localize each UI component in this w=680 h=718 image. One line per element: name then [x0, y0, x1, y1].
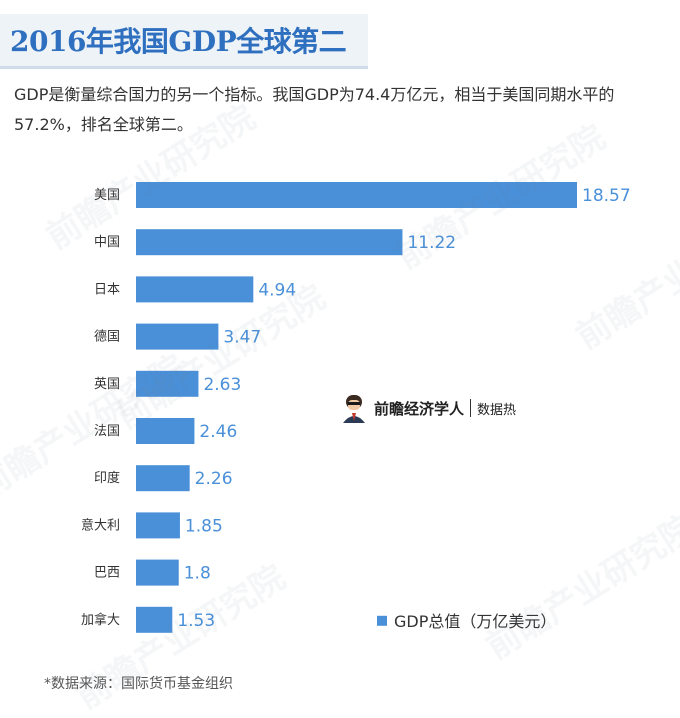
legend-label: GDP总值（万亿美元） [394, 612, 556, 631]
category-label: 意大利 [81, 517, 120, 533]
category-label: 美国 [94, 188, 120, 203]
value-label: 1.85 [185, 516, 223, 536]
bar [136, 606, 173, 633]
value-label: 4.94 [258, 280, 296, 300]
category-label: 中国 [94, 235, 120, 250]
category-label: 日本 [94, 282, 120, 297]
page-subtitle: GDP是衡量综合国力的另一个指标。我国GDP为74.4万亿元，相当于美国同期水平… [14, 85, 615, 134]
category-label: 德国 [94, 330, 120, 345]
value-label: 2.46 [199, 422, 237, 442]
value-label: 2.26 [195, 469, 233, 489]
value-label: 1.53 [177, 611, 215, 631]
category-label: 英国 [94, 377, 120, 392]
bar [136, 182, 577, 208]
value-label: 18.57 [582, 186, 631, 206]
brand-name: 前瞻经济学人 [374, 399, 465, 418]
bar [136, 323, 219, 350]
value-label: 11.22 [407, 233, 456, 253]
bar [136, 512, 180, 539]
legend-swatch [377, 615, 387, 626]
brand-badge: 前瞻经济学人 数据热 [340, 393, 516, 423]
category-label: 印度 [94, 470, 120, 486]
value-label: 1.8 [184, 564, 211, 584]
bar [136, 559, 179, 586]
title-bar: 2016年我国GDP全球第二 [0, 14, 368, 69]
bar [136, 229, 403, 256]
brand-column: 数据热 [477, 402, 517, 418]
page-title: 2016年我国GDP全球第二 [10, 25, 347, 58]
category-label: 法国 [94, 424, 120, 439]
value-label: 3.47 [223, 328, 261, 348]
category-label: 巴西 [94, 566, 120, 581]
bar [136, 276, 254, 303]
brand-divider [470, 399, 472, 417]
value-label: 2.63 [203, 375, 241, 395]
bar [136, 465, 190, 492]
source-note: *数据来源：国际货币基金组织 [44, 676, 233, 692]
bar [136, 370, 199, 397]
bar [136, 418, 195, 444]
avatar-icon [343, 395, 365, 423]
category-label: 加拿大 [81, 612, 120, 628]
